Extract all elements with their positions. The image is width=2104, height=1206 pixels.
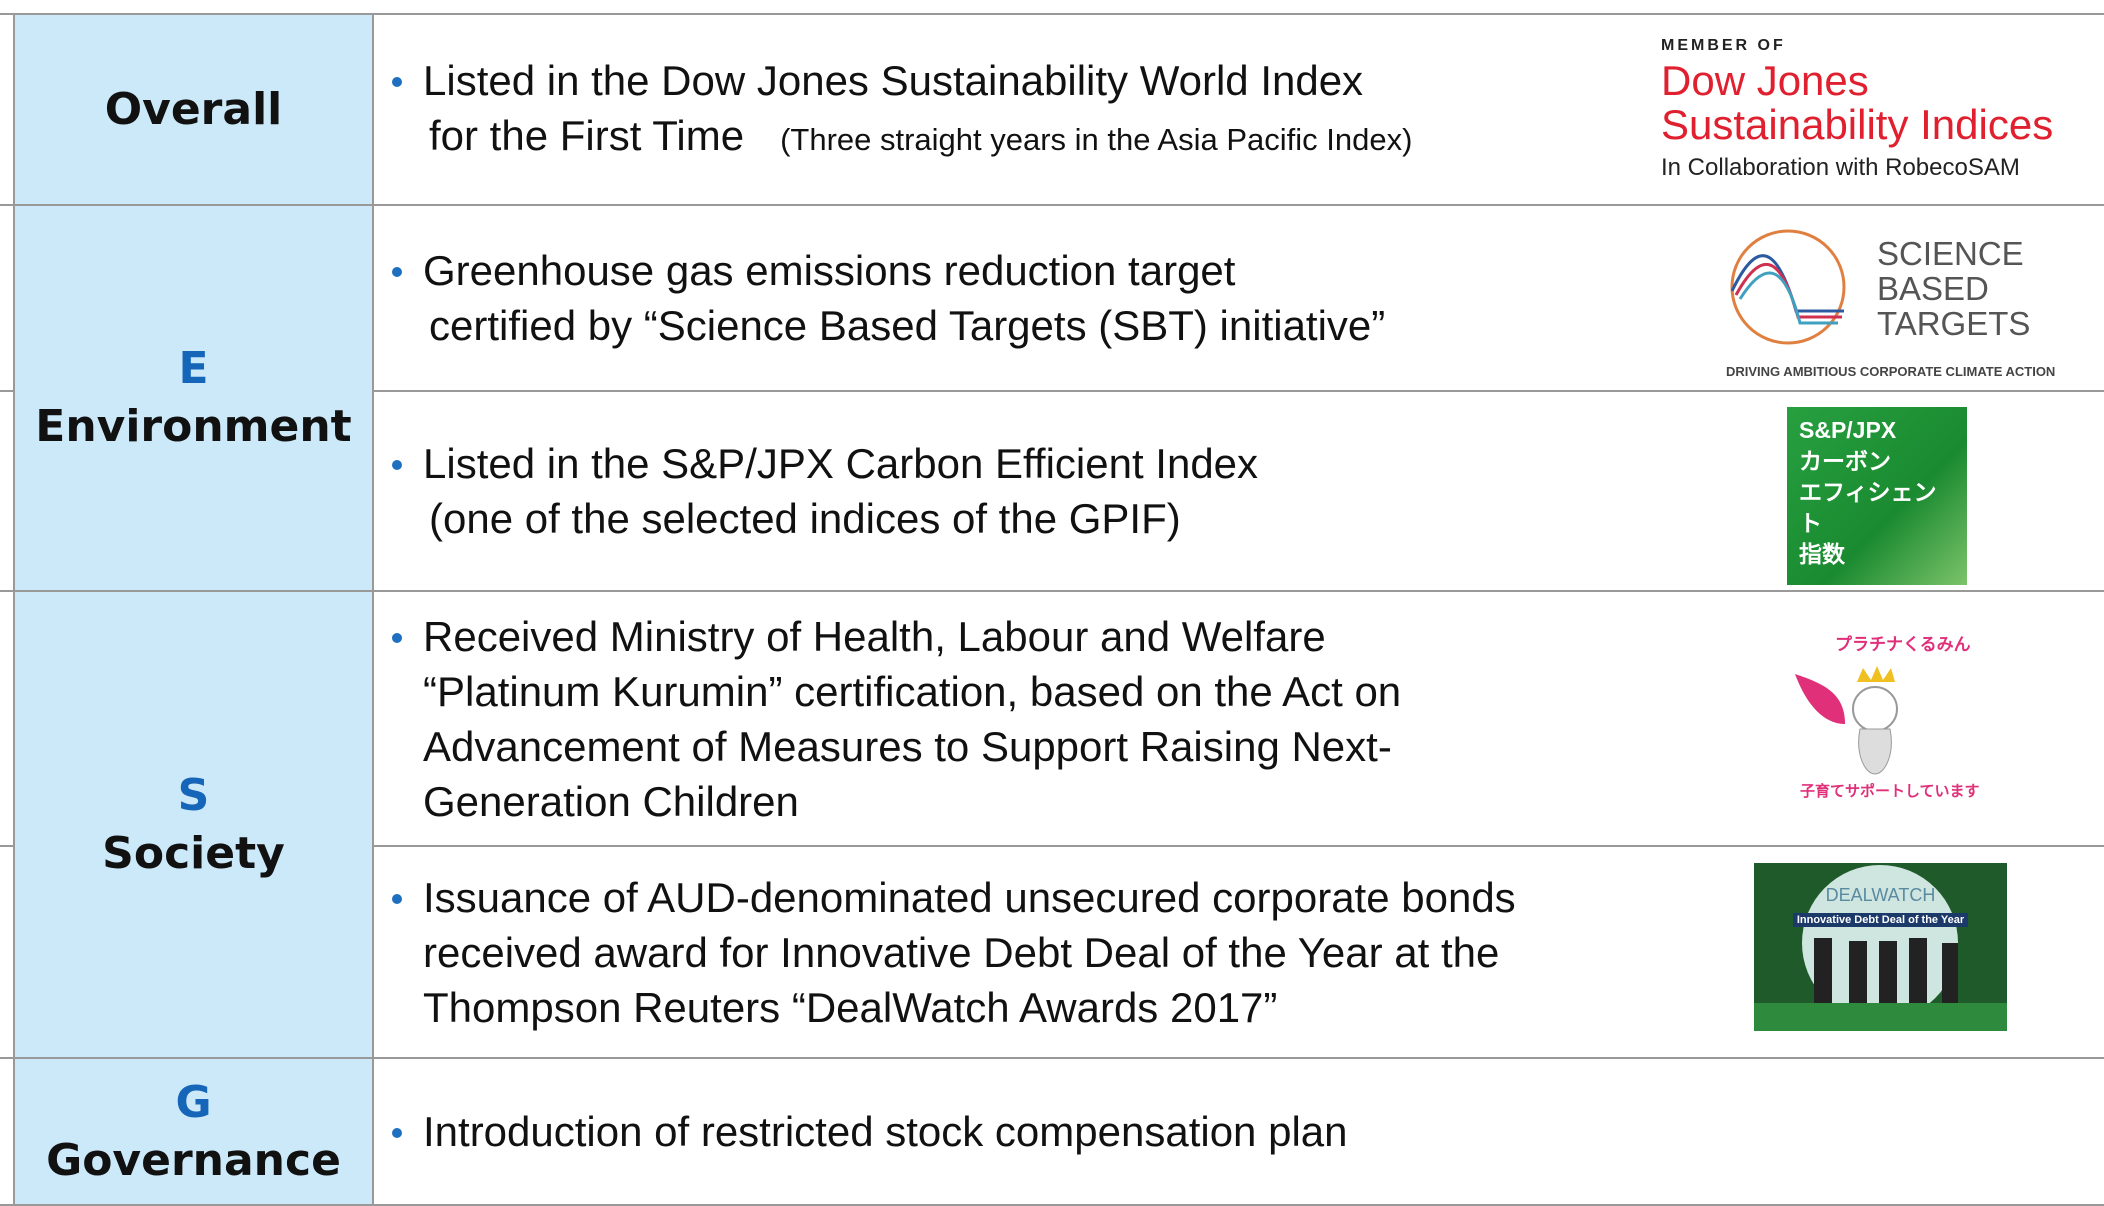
logo-text: カーボン [1799, 446, 1955, 477]
item-line: certified by “Science Based Targets (SBT… [429, 302, 1385, 349]
group-letter: G [175, 1074, 211, 1132]
logo-text: エフィシェント [1799, 477, 1955, 539]
logo-text: 指数 [1799, 539, 1955, 570]
item-line: Issuance of AUD-denominated unsecured co… [423, 874, 1516, 921]
sbt-text: SCIENCE BASED TARGETS [1877, 236, 2030, 341]
logo-text: プラチナくるみん [1835, 630, 1971, 655]
logo-text: TARGETS [1877, 306, 2030, 341]
group-label: Overall [13, 13, 374, 206]
item-line: for the First Time [429, 112, 744, 159]
item-line: Introduction of restricted stock compens… [423, 1108, 1348, 1155]
item-line: Advancement of Measures to Support Raisi… [423, 723, 1392, 770]
group-letter: E [178, 340, 208, 398]
logo-text: DEALWATCH [1754, 885, 2007, 906]
group-name: Society [102, 825, 285, 883]
logo-text: 子育てサポートしています [1800, 780, 1980, 801]
item-line: Greenhouse gas emissions reduction targe… [423, 247, 1235, 294]
item-text: Greenhouse gas emissions reduction targe… [423, 243, 2104, 298]
logo-text: Innovative Debt Deal of the Year [1754, 914, 2007, 926]
item-line: Listed in the S&P/JPX Carbon Efficient I… [423, 440, 1258, 487]
group-name: Environment [35, 398, 351, 456]
group-letter: S [178, 767, 210, 825]
logo-text: Innovative Debt Deal of the Year [1793, 913, 1968, 927]
item-text: certified by “Science Based Targets (SBT… [429, 298, 2104, 353]
logo-text: MEMBER OF [1661, 38, 2081, 54]
page: Listed in the Dow Jones Sustainability W… [0, 0, 2104, 1202]
sbt-graphic [1726, 221, 1846, 361]
logo-text: SCIENCE [1877, 236, 2030, 271]
logo-text: In Collaboration with RobecoSAM [1661, 156, 2081, 180]
logo-text: DRIVING AMBITIOUS CORPORATE CLIMATE ACTI… [1726, 364, 2055, 379]
item-line: Generation Children [423, 778, 799, 825]
item-line: Listed in the Dow Jones Sustainability W… [423, 57, 1363, 104]
logo-text: S&P/JPX [1799, 415, 1955, 446]
group-name: Overall [105, 81, 282, 139]
item-line: Thompson Reuters “DealWatch Awards 2017” [423, 984, 1277, 1031]
item-line: Received Ministry of Health, Labour and … [423, 613, 1326, 660]
item-line: received award for Innovative Debt Deal … [423, 929, 1499, 976]
item-line: “Platinum Kurumin” certification, based … [423, 668, 1401, 715]
djsi-logo: MEMBER OF Dow Jones Sustainability Indic… [1661, 38, 2081, 180]
spjpx-logo: S&P/JPX カーボン エフィシェント 指数 [1787, 407, 1967, 585]
item-line: (one of the selected indices of the GPIF… [429, 495, 1181, 542]
logo-text: BASED [1877, 271, 2030, 306]
logo-text: Dow Jones [1661, 60, 2081, 102]
group-name: Governance [46, 1132, 341, 1190]
item-note: (Three straight years in the Asia Pacifi… [780, 122, 1412, 157]
item-text: Introduction of restricted stock compens… [423, 1104, 2104, 1159]
logo-text: Sustainability Indices [1661, 104, 2081, 146]
